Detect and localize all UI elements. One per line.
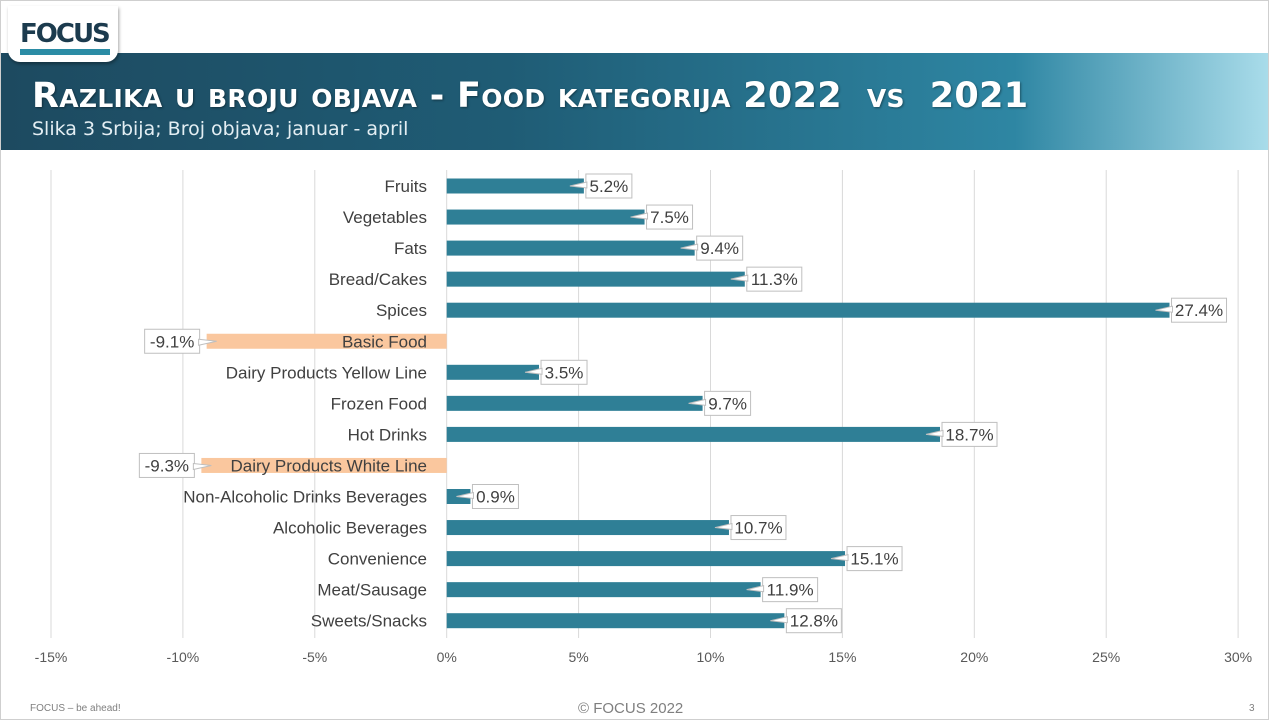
data-label-pointer xyxy=(925,429,944,437)
data-label-box xyxy=(696,235,744,261)
data-label: 18.7% xyxy=(945,425,993,444)
data-label-box xyxy=(144,328,201,354)
data-label: 5.2% xyxy=(590,177,629,196)
data-label-box xyxy=(762,577,819,603)
x-tick-label: 30% xyxy=(1224,649,1252,665)
bar xyxy=(446,551,846,567)
data-label-box xyxy=(585,173,633,199)
page-number: 3 xyxy=(1249,703,1255,714)
data-label-pointer xyxy=(456,491,474,500)
category-label: Fats xyxy=(394,239,427,258)
data-label-box xyxy=(1171,297,1228,323)
data-label-box xyxy=(730,515,787,541)
data-label-pointer xyxy=(1155,305,1174,313)
bar xyxy=(446,582,761,598)
data-label: 11.9% xyxy=(767,581,814,600)
bar xyxy=(206,333,447,349)
x-tick-label: -15% xyxy=(35,649,68,665)
bar xyxy=(446,178,584,194)
data-label: 10.7% xyxy=(734,519,782,538)
data-label: 9.7% xyxy=(708,394,747,413)
data-label-box xyxy=(540,359,588,385)
data-label: 3.5% xyxy=(545,363,584,382)
x-tick-label: 10% xyxy=(696,649,724,665)
x-tick-label: 20% xyxy=(960,649,988,665)
data-label: 0.9% xyxy=(476,488,515,507)
category-label: Dairy Products White Line xyxy=(230,456,427,475)
slide-subtitle: Slika 3 Srbija; Broj objava; januar - ap… xyxy=(32,118,409,140)
title-banner xyxy=(1,53,1268,150)
data-label-box xyxy=(846,546,903,572)
bar xyxy=(446,209,645,225)
data-label-box xyxy=(785,608,842,634)
bar xyxy=(446,271,745,287)
category-label: Dairy Products Yellow Line xyxy=(226,363,427,382)
data-label-pointer xyxy=(746,585,765,593)
bar xyxy=(446,302,1170,318)
footer-tagline: FOCUS – be ahead! xyxy=(30,703,121,714)
category-label: Alcoholic Beverages xyxy=(273,519,427,538)
x-tick-label: 15% xyxy=(828,649,856,665)
x-tick-label: -5% xyxy=(302,649,327,665)
logo-underline xyxy=(20,49,110,55)
category-label: Frozen Food xyxy=(331,394,427,413)
category-label: Fruits xyxy=(385,177,428,196)
bar xyxy=(446,240,695,256)
data-label-pointer xyxy=(830,553,849,562)
bar xyxy=(446,426,941,442)
x-tick-label: 25% xyxy=(1092,649,1120,665)
category-label: Sweets/Snacks xyxy=(311,612,427,631)
logo-text: FOCUS xyxy=(20,19,111,49)
data-label: -9.1% xyxy=(150,332,194,351)
category-label: Bread/Cakes xyxy=(329,270,427,289)
data-label: 27.4% xyxy=(1175,301,1223,320)
data-label: 7.5% xyxy=(650,208,689,227)
x-tick-label: -10% xyxy=(167,649,200,665)
data-label: -9.3% xyxy=(145,456,189,475)
data-label-box xyxy=(746,266,803,292)
category-label: Convenience xyxy=(328,550,427,569)
x-tick-label: 0% xyxy=(437,649,457,665)
bar xyxy=(446,520,729,536)
data-label-pointer xyxy=(192,462,212,471)
data-label-box xyxy=(138,452,195,478)
bar xyxy=(201,457,447,473)
category-label: Non-Alcoholic Drinks Beverages xyxy=(183,488,427,507)
data-label-pointer xyxy=(198,338,217,346)
category-label: Spices xyxy=(376,301,427,320)
category-label: Vegetables xyxy=(343,208,427,227)
footer-copyright: © FOCUS 2022 xyxy=(578,700,684,717)
data-label-pointer xyxy=(770,616,788,624)
data-label-pointer xyxy=(730,274,749,282)
data-label-pointer xyxy=(569,181,588,189)
data-label-box xyxy=(646,204,694,230)
data-label-pointer xyxy=(688,398,707,406)
bar xyxy=(446,364,540,380)
data-label-pointer xyxy=(680,243,699,251)
category-label: Meat/Sausage xyxy=(317,581,427,600)
slide-title: Razlika u broju objava - Food kategorija… xyxy=(32,76,1029,116)
data-label: 11.3% xyxy=(751,270,798,289)
data-label-pointer xyxy=(524,367,543,375)
data-label-pointer xyxy=(714,522,733,531)
focus-logo: FOCUS xyxy=(8,6,118,62)
bar xyxy=(446,395,703,411)
data-label-pointer xyxy=(630,212,649,220)
category-label: Hot Drinks xyxy=(348,425,427,444)
bar xyxy=(446,613,785,629)
category-label: Basic Food xyxy=(342,332,427,351)
data-label: 12.8% xyxy=(790,612,838,631)
x-tick-label: 5% xyxy=(568,649,588,665)
data-label: 15.1% xyxy=(850,550,898,569)
data-label: 9.4% xyxy=(700,239,739,258)
